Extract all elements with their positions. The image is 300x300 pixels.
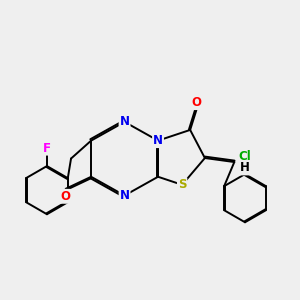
Text: Cl: Cl: [239, 150, 251, 163]
Text: O: O: [192, 96, 202, 109]
Text: O: O: [60, 190, 70, 203]
Text: S: S: [178, 178, 186, 191]
Text: N: N: [153, 134, 163, 147]
Text: H: H: [240, 161, 249, 174]
Text: N: N: [120, 189, 130, 202]
Text: F: F: [43, 142, 51, 154]
Text: N: N: [120, 116, 130, 128]
